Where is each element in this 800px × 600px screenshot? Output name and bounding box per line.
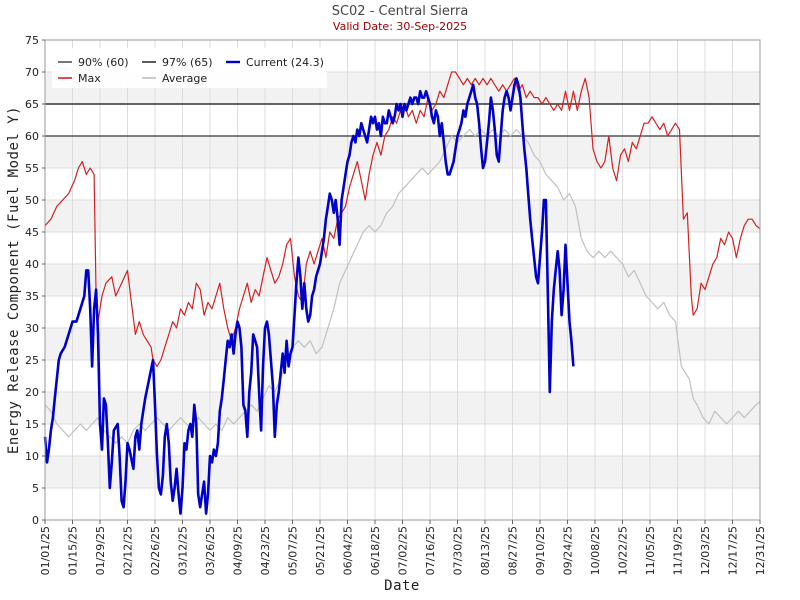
x-tick-label: 07/02/25 [397,526,410,575]
chart-title: SC02 - Central Sierra [332,4,469,19]
x-axis-ticks: 01/01/25 01/15/25 01/29/25 02/12/25 02/26/25… [39,520,767,575]
x-tick-label: 03/12/25 [177,526,190,575]
y-tick-label: 10 [25,450,39,463]
legend-label: Max [78,72,101,85]
x-tick-label: 07/16/25 [424,526,437,575]
legend-label: Average [162,72,207,85]
x-tick-label: 05/07/25 [287,526,300,575]
y-tick-label: 50 [25,194,39,207]
x-tick-label: 12/03/25 [699,526,712,575]
legend-item: 90% (60) [58,56,129,69]
chart-subtitle: Valid Date: 30-Sep-2025 [333,20,467,33]
y-tick-label: 0 [32,514,39,527]
y-tick-label: 55 [25,162,39,175]
legend-label: 90% (60) [78,56,129,69]
x-tick-label: 12/17/25 [727,526,740,575]
x-tick-label: 11/05/25 [644,526,657,575]
y-tick-label: 35 [25,290,39,303]
legend-item: Max [58,72,101,85]
x-tick-label: 01/15/25 [67,526,80,575]
x-tick-label: 09/24/25 [562,526,575,575]
y-tick-label: 25 [25,354,39,367]
x-tick-label: 08/13/25 [479,526,492,575]
x-tick-label: 06/04/25 [342,526,355,575]
y-tick-label: 45 [25,226,39,239]
x-tick-label: 08/27/25 [507,526,520,575]
y-tick-label: 60 [25,130,39,143]
legend-item: Average [142,72,207,85]
x-tick-label: 05/21/25 [314,526,327,575]
x-tick-label: 06/18/25 [369,526,382,575]
x-tick-label: 09/10/25 [534,526,547,575]
legend-item: Current (24.3) [226,56,324,69]
y-axis-label: Energy Release Component (Fuel Model Y) [6,106,22,454]
y-tick-label: 30 [25,322,39,335]
x-tick-label: 07/30/25 [452,526,465,575]
legend-item: 97% (65) [142,56,213,69]
y-axis-ticks: 0 5 10 15 20 25 30 35 40 45 50 55 60 65 70 75 [25,34,45,527]
x-tick-label: 02/26/25 [149,526,162,575]
x-axis-label: Date [384,578,420,594]
y-tick-label: 20 [25,386,39,399]
y-tick-label: 75 [25,34,39,47]
legend-label: 97% (65) [162,56,213,69]
y-tick-label: 70 [25,66,39,79]
series-line [43,77,575,515]
x-tick-label: 03/26/25 [204,526,217,575]
x-tick-label: 01/29/25 [94,526,107,575]
y-tick-label: 65 [25,98,39,111]
x-tick-label: 02/12/25 [122,526,135,575]
series-line [44,71,761,367]
y-tick-label: 15 [25,418,39,431]
x-tick-label: 12/31/25 [754,526,767,575]
legend-box [52,48,327,88]
x-tick-label: 04/23/25 [259,526,272,575]
data-series [43,71,761,515]
y-tick-label: 5 [32,482,39,495]
x-tick-label: 01/01/25 [39,526,52,575]
x-tick-label: 11/19/25 [672,526,685,575]
reference-lines [45,103,760,137]
x-tick-label: 10/22/25 [617,526,630,575]
x-tick-label: 10/08/25 [589,526,602,575]
legend: 90% (60) 97% (65) Current (24.3) Max Average [52,48,327,88]
legend-label: Current (24.3) [246,56,324,69]
y-tick-label: 40 [25,258,39,271]
x-tick-label: 04/09/25 [232,526,245,575]
